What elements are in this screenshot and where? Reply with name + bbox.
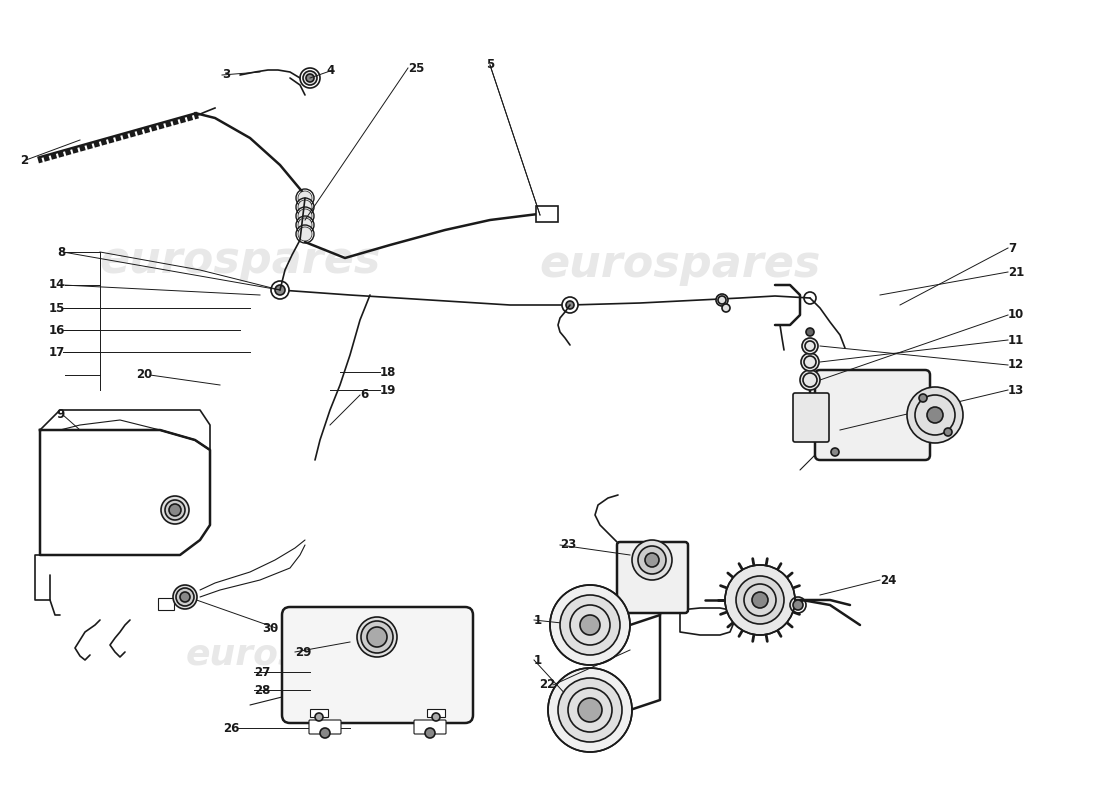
Circle shape <box>298 200 312 214</box>
Circle shape <box>165 500 185 520</box>
Circle shape <box>173 585 197 609</box>
Circle shape <box>638 546 666 574</box>
Text: 25: 25 <box>408 62 425 74</box>
Circle shape <box>725 565 795 635</box>
Text: 30: 30 <box>262 622 278 634</box>
Circle shape <box>361 621 393 653</box>
Circle shape <box>632 540 672 580</box>
Circle shape <box>425 728 435 738</box>
Circle shape <box>830 448 839 456</box>
Text: 1: 1 <box>534 654 542 666</box>
Circle shape <box>275 285 285 295</box>
Circle shape <box>944 428 952 436</box>
Text: 7: 7 <box>1008 242 1016 254</box>
Circle shape <box>927 407 943 423</box>
Circle shape <box>908 387 962 443</box>
Circle shape <box>558 678 622 742</box>
Text: 2: 2 <box>20 154 28 166</box>
Circle shape <box>169 504 182 516</box>
Circle shape <box>580 615 600 635</box>
Text: eurospares: eurospares <box>99 238 381 282</box>
Text: 12: 12 <box>1008 358 1024 371</box>
FancyBboxPatch shape <box>414 720 446 734</box>
Bar <box>427 709 446 717</box>
FancyBboxPatch shape <box>617 542 688 613</box>
Text: 20: 20 <box>135 369 152 382</box>
Circle shape <box>645 553 659 567</box>
Text: eurospares: eurospares <box>539 243 821 286</box>
Text: 1: 1 <box>534 614 542 626</box>
Circle shape <box>736 576 784 624</box>
FancyBboxPatch shape <box>309 720 341 734</box>
Circle shape <box>271 281 289 299</box>
Circle shape <box>298 209 312 223</box>
Circle shape <box>302 71 317 85</box>
Circle shape <box>793 600 803 610</box>
Text: 5: 5 <box>486 58 494 71</box>
Text: 21: 21 <box>1008 266 1024 278</box>
Text: 9: 9 <box>57 409 65 422</box>
Circle shape <box>298 191 312 205</box>
Circle shape <box>918 394 927 402</box>
Text: 27: 27 <box>254 666 271 678</box>
FancyBboxPatch shape <box>282 607 473 723</box>
Text: 14: 14 <box>48 278 65 291</box>
Circle shape <box>432 713 440 721</box>
Text: 4: 4 <box>327 63 336 77</box>
Text: 8: 8 <box>57 246 65 258</box>
Circle shape <box>802 338 818 354</box>
Circle shape <box>562 297 578 313</box>
Text: 11: 11 <box>1008 334 1024 346</box>
Text: 22: 22 <box>539 678 556 691</box>
Circle shape <box>367 627 387 647</box>
FancyBboxPatch shape <box>793 393 829 442</box>
Text: 28: 28 <box>254 683 271 697</box>
Circle shape <box>752 592 768 608</box>
Circle shape <box>801 353 820 371</box>
Circle shape <box>176 588 194 606</box>
Text: 15: 15 <box>48 302 65 314</box>
Circle shape <box>806 328 814 336</box>
Text: 26: 26 <box>223 722 240 734</box>
Text: 24: 24 <box>880 574 896 586</box>
Circle shape <box>358 617 397 657</box>
Circle shape <box>320 728 330 738</box>
Text: 23: 23 <box>560 538 576 551</box>
FancyBboxPatch shape <box>815 370 930 460</box>
Circle shape <box>180 592 190 602</box>
Text: 13: 13 <box>1008 383 1024 397</box>
Text: 17: 17 <box>48 346 65 358</box>
Bar <box>536 206 558 222</box>
Circle shape <box>566 301 574 309</box>
Circle shape <box>298 218 312 232</box>
Circle shape <box>800 370 820 390</box>
Text: 29: 29 <box>295 646 311 658</box>
Bar <box>310 709 328 717</box>
Circle shape <box>578 698 602 722</box>
Text: 3: 3 <box>222 69 230 82</box>
Text: 16: 16 <box>48 323 65 337</box>
Text: 6: 6 <box>360 389 368 402</box>
Circle shape <box>560 595 620 655</box>
Text: 19: 19 <box>379 383 396 397</box>
Circle shape <box>306 74 313 82</box>
Text: 10: 10 <box>1008 309 1024 322</box>
Circle shape <box>298 227 312 241</box>
Text: eurospares: eurospares <box>186 638 415 672</box>
Circle shape <box>548 668 632 752</box>
Bar <box>158 598 174 610</box>
Circle shape <box>315 713 323 721</box>
Circle shape <box>722 304 730 312</box>
Text: 18: 18 <box>379 366 396 378</box>
Circle shape <box>161 496 189 524</box>
Circle shape <box>716 294 728 306</box>
Circle shape <box>550 585 630 665</box>
